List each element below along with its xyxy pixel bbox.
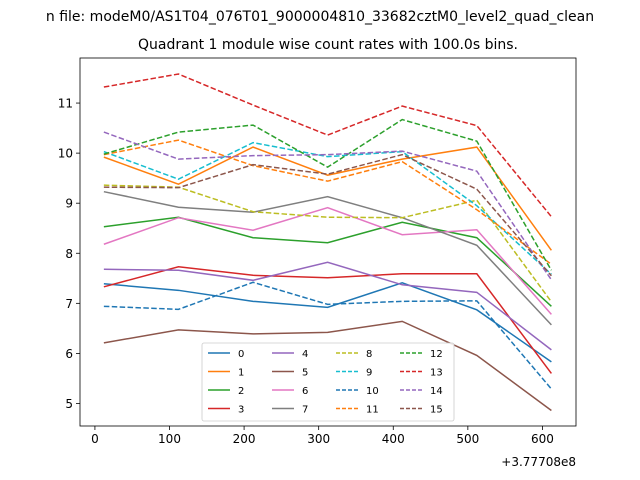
x-offset-label: +3.77708e8 [501,455,576,469]
series-line-10 [103,281,552,390]
y-tick-label: 10 [58,147,73,161]
legend-label-2: 2 [238,386,244,397]
y-tick-label: 5 [65,397,73,411]
legend-label-7: 7 [302,405,308,416]
legend-label-6: 6 [302,386,308,397]
series-line-1 [103,146,552,251]
series-line-12 [103,118,553,271]
chart-suptitle: n file: modeM0/AS1T04_076T01_9000004810_… [46,9,594,25]
legend-label-3: 3 [238,405,244,416]
legend-label-14: 14 [430,386,443,397]
x-tick-label: 300 [307,432,330,446]
axes-frame [79,57,577,427]
y-tick-label: 9 [65,197,73,211]
legend-box [201,342,455,422]
x-tick-label: 100 [158,432,181,446]
x-tick-label: 500 [456,432,479,446]
series-line-11 [103,139,552,265]
y-tick-label: 8 [65,247,73,261]
y-tick-label: 7 [65,297,73,311]
legend-label-0: 0 [238,349,244,360]
legend-label-10: 10 [366,386,379,397]
series-line-5 [103,320,552,412]
y-tick-label: 11 [58,97,73,111]
series-line-4 [103,261,552,351]
y-tick-label: 6 [65,347,73,361]
legend-label-15: 15 [430,405,443,416]
x-tick-label: 200 [233,432,256,446]
x-tick-label: 600 [531,432,554,446]
series-line-7 [103,190,552,326]
series-line-0 [103,282,552,363]
series-line-3 [103,266,552,374]
legend-label-1: 1 [238,368,244,379]
legend-label-5: 5 [302,368,308,379]
series-line-13 [103,73,552,218]
legend-label-11: 11 [366,405,379,416]
x-tick-label: 0 [91,432,99,446]
x-tick-label: 400 [382,432,405,446]
legend-label-13: 13 [430,368,443,379]
legend-label-12: 12 [430,349,443,360]
legend-label-4: 4 [302,349,308,360]
series-line-15 [103,153,552,277]
series-line-14 [103,131,553,281]
series-line-6 [103,206,552,315]
series-line-9 [103,141,552,275]
chart-title: Quadrant 1 module wise count rates with … [138,37,518,53]
legend-label-9: 9 [366,368,372,379]
legend-label-8: 8 [366,349,372,360]
